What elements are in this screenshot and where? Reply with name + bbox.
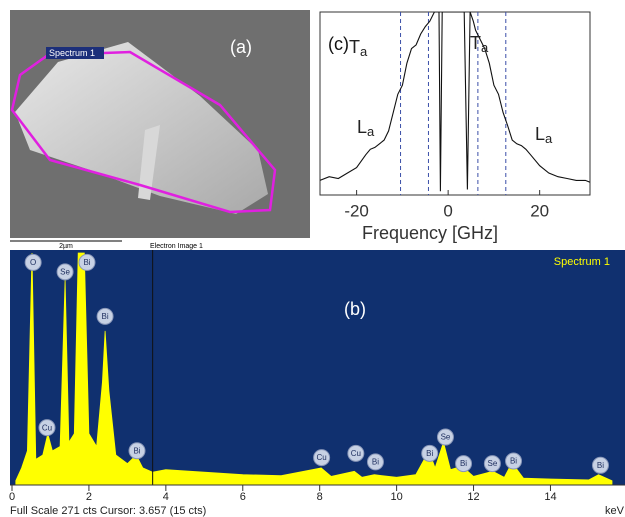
peak-label: Se bbox=[60, 267, 70, 276]
annotation-sub: a bbox=[481, 40, 489, 55]
annotation-sub: a bbox=[360, 44, 368, 59]
annotation-sub: a bbox=[545, 131, 553, 146]
x-tick-label: 10 bbox=[390, 491, 402, 503]
figure: Spectrum 1 (a) 2µm Electron Image 1 -20 0… bbox=[0, 0, 625, 517]
peak-label: Cu bbox=[316, 453, 326, 462]
x-tick-label: 0 bbox=[9, 491, 15, 503]
x-axis-label: Frequency [GHz] bbox=[362, 223, 498, 243]
sem-image: Spectrum 1 (a) 2µm Electron Image 1 bbox=[10, 10, 310, 250]
legend-label: Spectrum 1 bbox=[554, 256, 610, 268]
peak-label: Cu bbox=[351, 449, 361, 458]
panel-label: (b) bbox=[344, 299, 366, 319]
x-tick-label: 14 bbox=[544, 491, 556, 503]
x-tick-label: -20 bbox=[344, 201, 369, 220]
x-tick-label: 8 bbox=[317, 491, 323, 503]
x-tick-label: 6 bbox=[240, 491, 246, 503]
scale-bar-text: 2µm bbox=[59, 243, 73, 250]
plot-frame bbox=[320, 12, 590, 195]
x-tick-label: 0 bbox=[443, 201, 452, 220]
x-unit: keV bbox=[605, 505, 625, 517]
panel-label: (a) bbox=[230, 37, 252, 57]
peak-label: Bi bbox=[460, 459, 467, 468]
x-tick-label: 4 bbox=[163, 491, 169, 503]
peak-label: O bbox=[30, 258, 36, 267]
peak-label: Bi bbox=[102, 312, 109, 321]
panel-label: (c) bbox=[328, 34, 349, 54]
peak-label: Bi bbox=[510, 457, 517, 466]
annotation-main: T bbox=[349, 37, 360, 57]
footer: Full Scale 271 cts Cursor: 3.657 (15 cts… bbox=[10, 505, 206, 517]
peak-label: Se bbox=[487, 459, 497, 468]
x-tick-label: 2 bbox=[86, 491, 92, 503]
annotation-main: T bbox=[470, 33, 481, 53]
peak-label: Bi bbox=[372, 457, 379, 466]
annotation-main: L bbox=[357, 117, 367, 137]
annotation-main: L bbox=[535, 124, 545, 144]
peak-label: Se bbox=[441, 433, 451, 442]
peak-label: Bi bbox=[426, 449, 433, 458]
peak-label: Bi bbox=[597, 461, 604, 470]
peak-label: Bi bbox=[83, 258, 90, 267]
peak-label: Cu bbox=[42, 423, 52, 432]
annotation-sub: a bbox=[367, 124, 375, 139]
x-tick-label: 12 bbox=[467, 491, 479, 503]
image-caption: Electron Image 1 bbox=[150, 243, 203, 250]
x-tick-label: 20 bbox=[530, 201, 549, 220]
peak-label: Bi bbox=[133, 446, 140, 455]
spectrum-tag-text: Spectrum 1 bbox=[49, 48, 95, 58]
